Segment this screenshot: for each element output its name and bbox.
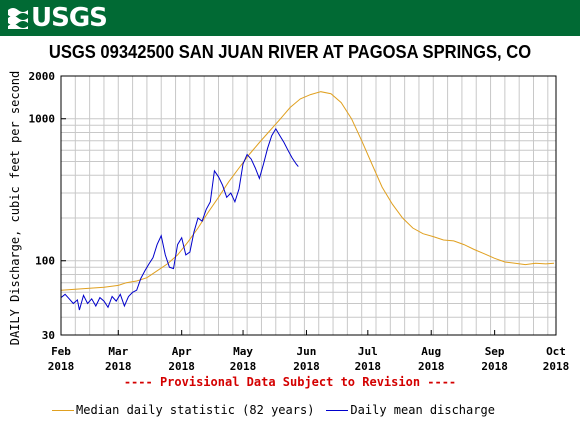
chart-legend: Median daily statistic (82 years) Daily … <box>52 402 495 418</box>
usgs-logo-text: USGS <box>31 3 108 33</box>
provisional-note: ---- Provisional Data Subject to Revisio… <box>123 375 457 389</box>
legend-label-daily-mean: Daily mean discharge <box>350 403 495 417</box>
legend-swatch-median <box>52 409 74 411</box>
x-tick-label-year: 2018 <box>418 360 445 373</box>
y-tick-label: 2000 <box>29 70 56 83</box>
tick-layer: 30 100 1000 2000 Feb 2018 Mar 2018 Apr 2018 May 201… <box>29 70 570 373</box>
series-line-median <box>60 91 555 291</box>
plot-frame <box>60 75 557 336</box>
y-tick-label: 100 <box>35 255 55 268</box>
x-tick-label-year: 2018 <box>168 360 195 373</box>
y-tick-label: 1000 <box>29 113 56 126</box>
x-tick-label-month: Oct <box>546 345 566 358</box>
series-line-daily-mean <box>60 127 299 311</box>
x-tick-label-year: 2018 <box>481 360 508 373</box>
legend-label-median: Median daily statistic (82 years) <box>76 403 315 417</box>
x-tick-label-month: Feb <box>51 345 71 358</box>
grid-layer <box>60 76 556 335</box>
x-tick-label-month: Mar <box>108 345 128 358</box>
x-tick-label-year: 2018 <box>48 360 75 373</box>
x-tick-label-month: May <box>233 345 253 358</box>
usgs-wave-icon <box>7 6 29 30</box>
x-tick-label-year: 2018 <box>105 360 132 373</box>
x-tick-label-month: Jun <box>297 345 317 358</box>
x-tick-label-month: Apr <box>172 345 192 358</box>
x-tick-label-year: 2018 <box>230 360 257 373</box>
x-tick-label-year: 2018 <box>355 360 382 373</box>
x-tick-label-year: 2018 <box>543 360 570 373</box>
usgs-header-bar: USGS <box>0 0 580 36</box>
x-tick-label-month: Aug <box>421 345 441 358</box>
chart-title: USGS 09342500 SAN JUAN RIVER AT PAGOSA S… <box>48 42 532 62</box>
usgs-logo: USGS <box>7 3 108 33</box>
x-tick-label-month: Jul <box>358 345 378 358</box>
x-tick-label-year: 2018 <box>293 360 320 373</box>
x-tick-label-month: Sep <box>485 345 505 358</box>
series-layer <box>60 91 555 311</box>
y-tick-label: 30 <box>42 329 55 342</box>
legend-swatch-daily-mean <box>326 409 349 411</box>
